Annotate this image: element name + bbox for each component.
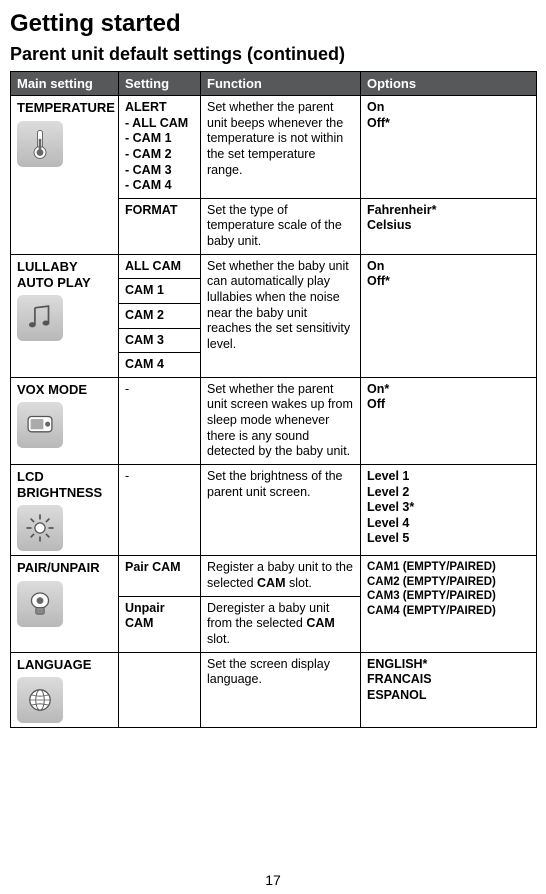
thermometer-icon (17, 121, 63, 167)
unpair-function: Deregister a baby unit from the selected… (201, 596, 361, 652)
temp-alert-cam2: - CAM 2 (125, 147, 194, 163)
lcd-l3: Level 3* (367, 500, 530, 516)
lullaby-allcam: ALL CAM (119, 254, 201, 279)
lullaby-cam3: CAM 3 (119, 328, 201, 353)
temp-alert-cam1: - CAM 1 (125, 131, 194, 147)
pair-label: PAIR/UNPAIR (17, 560, 100, 575)
table-row: PAIR/UNPAIR Pair CAM Register a baby uni… (11, 556, 537, 596)
table-row: LULLABY AUTO PLAY ALL CAM Set whether th… (11, 254, 537, 279)
temp-alert-function: Set whether the parent unit beeps whenev… (201, 96, 361, 199)
table-row: VOX MODE - Set whether the parent unit s… (11, 377, 537, 464)
lullaby-off: Off* (367, 274, 530, 290)
unpair-label-1: Unpair (125, 601, 194, 617)
lcd-label-1: LCD (17, 469, 112, 485)
lcd-l4: Level 4 (367, 516, 530, 532)
lcd-l2: Level 2 (367, 485, 530, 501)
temp-alert-label: ALERT (125, 100, 167, 114)
temp-alert-off: Off* (367, 116, 530, 132)
lullaby-label-2: AUTO PLAY (17, 275, 112, 291)
globe-icon (17, 677, 63, 723)
table-row: LCD BRIGHTNESS - Set the brightness of t… (11, 464, 537, 556)
temp-alert-allcam: - ALL CAM (125, 116, 194, 132)
language-setting (119, 652, 201, 728)
col-options: Options (361, 72, 537, 96)
pair-cam1: CAM1 (EMPTY/PAIRED) (367, 560, 530, 574)
pair-cam-label: Pair CAM (119, 556, 201, 596)
col-setting: Setting (119, 72, 201, 96)
lullaby-label-1: LULLABY (17, 259, 112, 275)
temperature-label: TEMPERATURE (17, 100, 115, 115)
vox-setting: - (119, 377, 201, 464)
unpair-label-2: CAM (125, 616, 194, 632)
temp-format-label: FORMAT (119, 198, 201, 254)
vox-function: Set whether the parent unit screen wakes… (201, 377, 361, 464)
lcd-l5: Level 5 (367, 531, 530, 547)
page-subtitle: Parent unit default settings (continued) (10, 44, 536, 65)
settings-table: Main setting Setting Function Options TE… (10, 71, 537, 728)
table-row: TEMPERATURE ALERT - ALL CAM - CAM 1 - CA… (11, 96, 537, 199)
temp-format-c: Celsius (367, 218, 530, 234)
vox-label: VOX MODE (17, 382, 87, 397)
vox-on: On* (367, 382, 530, 398)
unpair-fn-post: slot. (207, 632, 230, 646)
lullaby-function: Set whether the baby unit can automatica… (201, 254, 361, 377)
music-note-icon (17, 295, 63, 341)
pair-cam4: CAM4 (EMPTY/PAIRED) (367, 604, 530, 618)
pair-cam3: CAM3 (EMPTY/PAIRED) (367, 589, 530, 603)
language-function: Set the screen display language. (201, 652, 361, 728)
temp-format-f: Fahrenheir* (367, 203, 530, 219)
vox-off: Off (367, 397, 530, 413)
temp-alert-on: On (367, 100, 530, 116)
language-label: LANGUAGE (17, 657, 91, 672)
pair-function: Register a baby unit to the selected CAM… (201, 556, 361, 596)
lullaby-on: On (367, 259, 530, 275)
lullaby-cam4: CAM 4 (119, 353, 201, 378)
temp-format-function: Set the type of temperature scale of the… (201, 198, 361, 254)
lang-es: ESPANOL (367, 688, 530, 704)
brightness-icon (17, 505, 63, 551)
lcd-l1: Level 1 (367, 469, 530, 485)
lullaby-cam2: CAM 2 (119, 303, 201, 328)
page-title: Getting started (10, 10, 536, 38)
lang-en: ENGLISH* (367, 657, 530, 673)
pair-fn-bold: CAM (257, 576, 285, 590)
lcd-label-2: BRIGHTNESS (17, 485, 112, 501)
lullaby-cam1: CAM 1 (119, 279, 201, 304)
table-row: LANGUAGE Set the screen display language… (11, 652, 537, 728)
table-header-row: Main setting Setting Function Options (11, 72, 537, 96)
lcd-setting: - (119, 464, 201, 556)
lcd-function: Set the brightness of the parent unit sc… (201, 464, 361, 556)
pair-cam2: CAM2 (EMPTY/PAIRED) (367, 575, 530, 589)
camera-icon (17, 581, 63, 627)
lang-fr: FRANCAIS (367, 672, 530, 688)
col-function: Function (201, 72, 361, 96)
unpair-fn-bold: CAM (306, 616, 334, 630)
pair-fn-post: slot. (286, 576, 312, 590)
temp-alert-cam3: - CAM 3 (125, 163, 194, 179)
temp-alert-cam4: - CAM 4 (125, 178, 194, 194)
page-number: 17 (0, 872, 546, 888)
monitor-icon (17, 402, 63, 448)
col-main-setting: Main setting (11, 72, 119, 96)
